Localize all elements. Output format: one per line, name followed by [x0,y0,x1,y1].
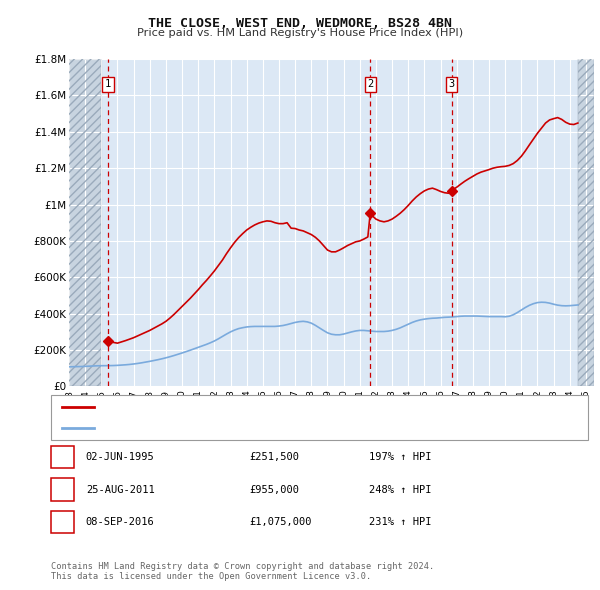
Text: 3: 3 [59,517,65,527]
Text: 1: 1 [59,453,65,462]
Text: 25-AUG-2011: 25-AUG-2011 [86,485,155,494]
Bar [578,59,594,386]
Text: HPI: Average price, detached house, Somerset: HPI: Average price, detached house, Some… [98,422,362,432]
Text: £1,075,000: £1,075,000 [249,517,311,527]
Text: 248% ↑ HPI: 248% ↑ HPI [369,485,431,494]
Text: 197% ↑ HPI: 197% ↑ HPI [369,453,431,462]
Text: 231% ↑ HPI: 231% ↑ HPI [369,517,431,527]
Text: 2: 2 [367,80,373,90]
Text: THE CLOSE, WEST END, WEDMORE, BS28 4BN: THE CLOSE, WEST END, WEDMORE, BS28 4BN [148,17,452,30]
Text: £955,000: £955,000 [249,485,299,494]
Text: 2: 2 [59,485,65,494]
Bar [69,59,101,386]
Text: 08-SEP-2016: 08-SEP-2016 [86,517,155,527]
Bar [69,59,101,386]
Text: Price paid vs. HM Land Registry's House Price Index (HPI): Price paid vs. HM Land Registry's House … [137,28,463,38]
Text: 1: 1 [105,80,111,90]
Bar [578,59,594,386]
Text: £251,500: £251,500 [249,453,299,462]
Text: 3: 3 [449,80,455,90]
Text: 02-JUN-1995: 02-JUN-1995 [86,453,155,462]
Text: Contains HM Land Registry data © Crown copyright and database right 2024.
This d: Contains HM Land Registry data © Crown c… [51,562,434,581]
Text: THE CLOSE, WEST END, WEDMORE, BS28 4BN (detached house): THE CLOSE, WEST END, WEDMORE, BS28 4BN (… [98,402,428,412]
